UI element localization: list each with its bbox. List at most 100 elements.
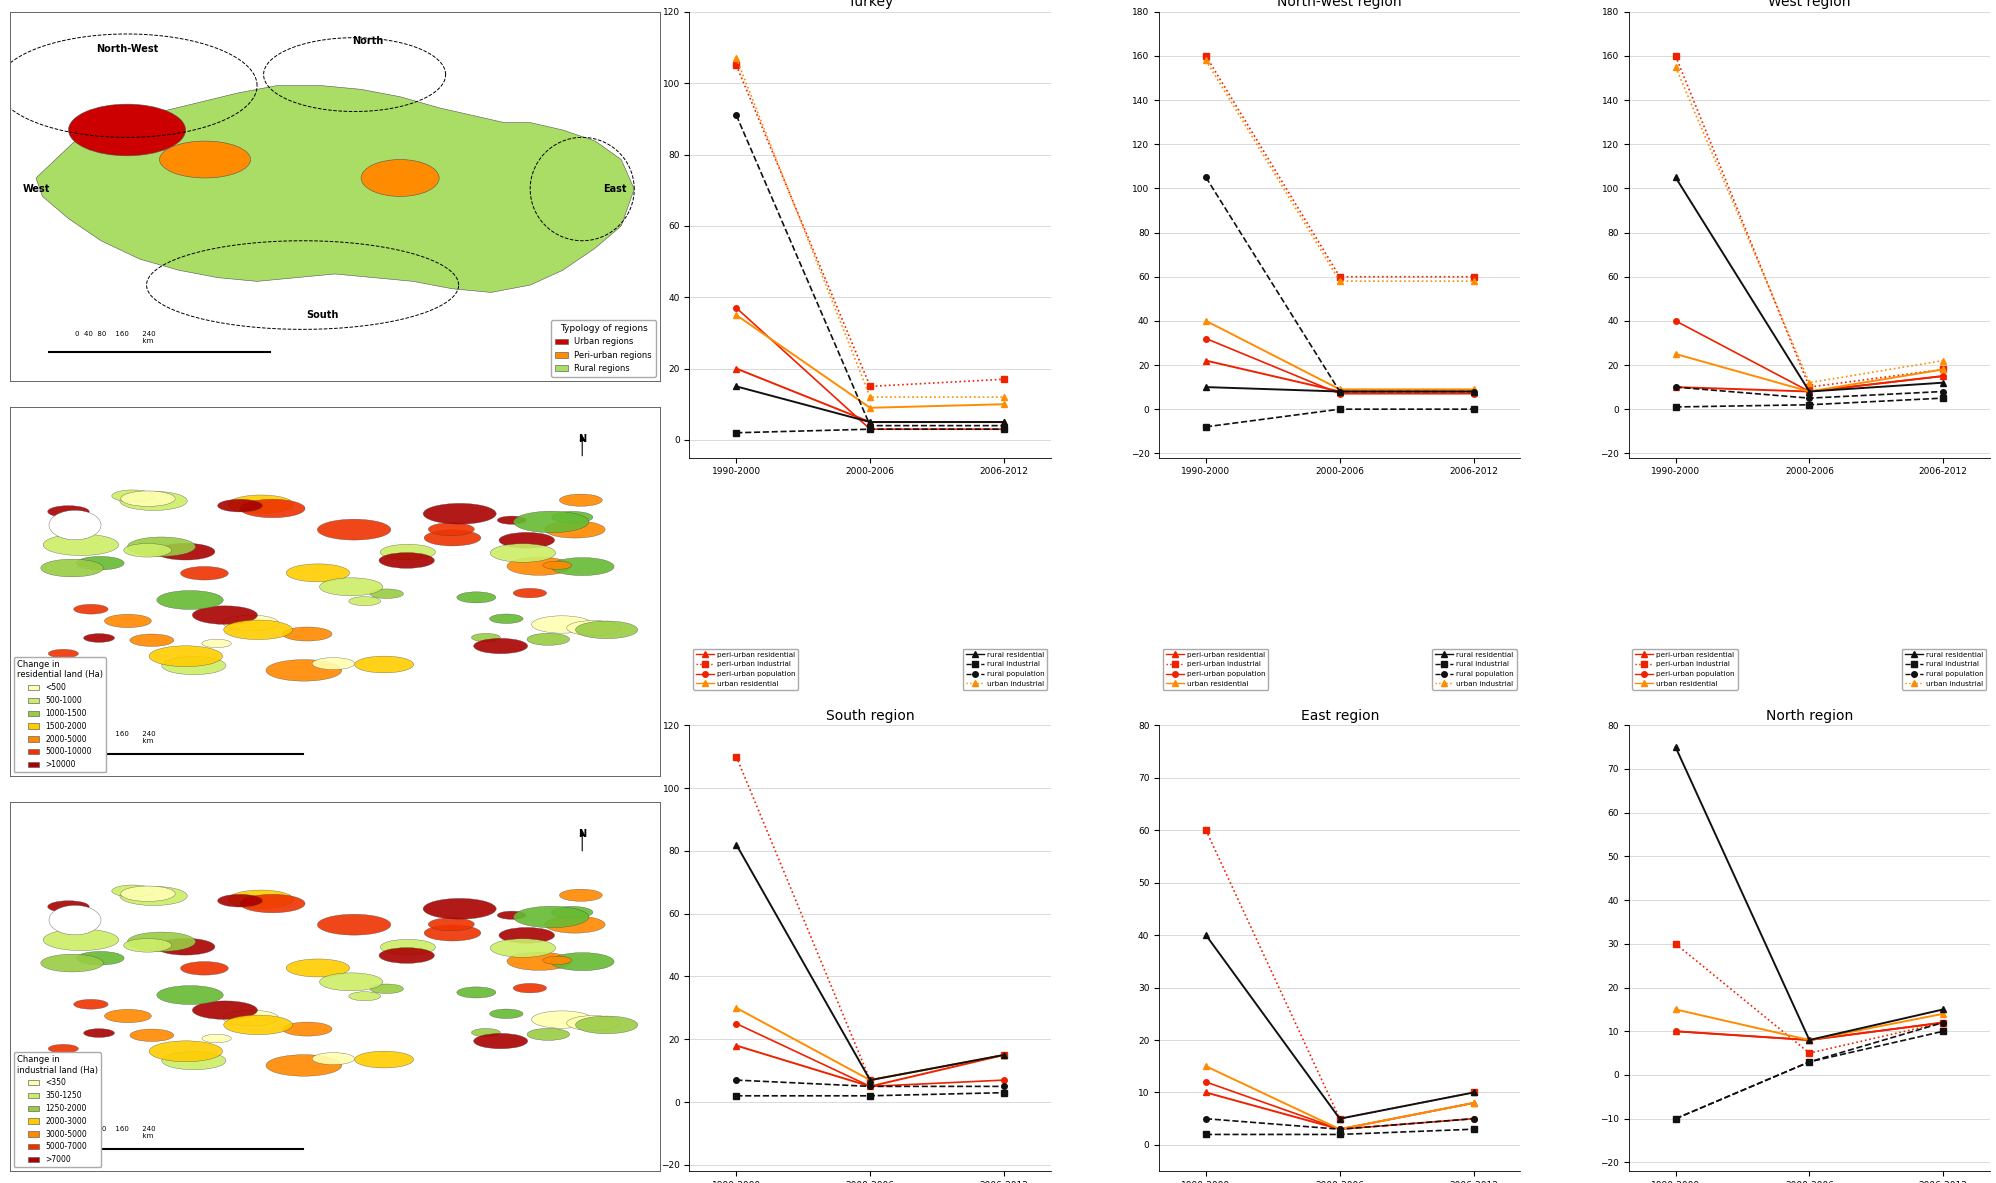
Ellipse shape <box>240 894 305 913</box>
Ellipse shape <box>124 938 172 952</box>
Ellipse shape <box>499 532 555 548</box>
Ellipse shape <box>158 985 224 1004</box>
Ellipse shape <box>156 543 216 560</box>
Text: East: East <box>603 185 627 194</box>
Ellipse shape <box>160 141 251 177</box>
Text: 0  40  80    160      240
                              km: 0 40 80 160 240 km <box>76 731 156 744</box>
Ellipse shape <box>369 984 403 994</box>
Title: North region: North region <box>1766 709 1852 723</box>
Ellipse shape <box>423 530 481 545</box>
Text: 0  40  80    160      240
                              km: 0 40 80 160 240 km <box>76 1126 156 1139</box>
Ellipse shape <box>317 914 391 935</box>
Ellipse shape <box>513 588 547 597</box>
Ellipse shape <box>68 104 186 156</box>
Legend: rural residential, rural industrial, rural population, urban industrial: rural residential, rural industrial, rur… <box>1902 648 1986 690</box>
Ellipse shape <box>567 1015 621 1030</box>
Ellipse shape <box>50 510 102 539</box>
Ellipse shape <box>285 564 349 582</box>
Ellipse shape <box>473 639 527 654</box>
Ellipse shape <box>130 634 174 646</box>
Ellipse shape <box>543 561 573 569</box>
Ellipse shape <box>355 1052 413 1068</box>
Ellipse shape <box>379 552 435 568</box>
Ellipse shape <box>128 932 196 951</box>
Title: West region: West region <box>1768 0 1850 9</box>
Ellipse shape <box>192 606 257 625</box>
Ellipse shape <box>369 589 403 599</box>
Ellipse shape <box>112 885 154 897</box>
Ellipse shape <box>224 1010 279 1026</box>
Ellipse shape <box>575 621 639 639</box>
Ellipse shape <box>381 939 435 955</box>
Ellipse shape <box>218 894 261 907</box>
Ellipse shape <box>156 938 216 955</box>
Ellipse shape <box>120 886 188 905</box>
Ellipse shape <box>50 905 102 935</box>
Ellipse shape <box>128 537 196 556</box>
Ellipse shape <box>74 1000 108 1009</box>
Ellipse shape <box>48 900 90 912</box>
Title: South region: South region <box>826 709 914 723</box>
Ellipse shape <box>120 491 188 511</box>
Text: N: N <box>579 829 587 839</box>
Ellipse shape <box>74 605 108 614</box>
Ellipse shape <box>531 616 593 633</box>
Ellipse shape <box>457 592 495 603</box>
Ellipse shape <box>471 633 501 641</box>
Ellipse shape <box>457 987 495 998</box>
Ellipse shape <box>491 939 555 957</box>
Ellipse shape <box>319 577 383 596</box>
Ellipse shape <box>48 1045 78 1053</box>
Ellipse shape <box>527 1028 569 1040</box>
Legend: <500, 500-1000, 1000-1500, 1500-2000, 2000-5000, 5000-10000, >10000: <500, 500-1000, 1000-1500, 1500-2000, 20… <box>14 657 106 772</box>
Title: Turkey: Turkey <box>848 0 892 9</box>
Ellipse shape <box>489 614 523 623</box>
Legend: <350, 350-1250, 1250-2000, 2000-3000, 3000-5000, 5000-7000, >7000: <350, 350-1250, 1250-2000, 2000-3000, 30… <box>14 1052 102 1168</box>
Ellipse shape <box>513 983 547 993</box>
Ellipse shape <box>228 890 293 909</box>
Ellipse shape <box>44 534 118 556</box>
Ellipse shape <box>283 1022 331 1036</box>
Ellipse shape <box>240 499 305 518</box>
Ellipse shape <box>48 649 78 658</box>
Ellipse shape <box>150 1041 224 1061</box>
Ellipse shape <box>44 929 118 951</box>
Ellipse shape <box>551 906 593 918</box>
Ellipse shape <box>265 660 341 681</box>
Ellipse shape <box>48 505 90 517</box>
Ellipse shape <box>423 504 497 524</box>
Ellipse shape <box>120 491 176 506</box>
Ellipse shape <box>26 1056 80 1072</box>
Ellipse shape <box>76 556 124 570</box>
Ellipse shape <box>471 1028 501 1036</box>
Ellipse shape <box>224 1015 293 1035</box>
Ellipse shape <box>527 633 569 646</box>
Ellipse shape <box>349 991 381 1001</box>
Ellipse shape <box>429 918 475 931</box>
Ellipse shape <box>507 952 571 970</box>
Ellipse shape <box>84 1029 114 1037</box>
Ellipse shape <box>317 519 391 541</box>
Ellipse shape <box>473 1034 527 1049</box>
Ellipse shape <box>124 543 172 557</box>
Text: N: N <box>579 434 587 444</box>
Ellipse shape <box>26 661 80 677</box>
Ellipse shape <box>76 951 124 965</box>
Ellipse shape <box>551 952 615 971</box>
Text: North-West: North-West <box>96 44 158 53</box>
Ellipse shape <box>224 615 279 631</box>
Ellipse shape <box>575 1016 639 1034</box>
Ellipse shape <box>545 521 605 538</box>
Ellipse shape <box>311 658 355 670</box>
Ellipse shape <box>381 544 435 560</box>
Ellipse shape <box>559 890 603 901</box>
Ellipse shape <box>162 1052 226 1069</box>
Ellipse shape <box>497 516 527 524</box>
Ellipse shape <box>491 544 555 562</box>
Ellipse shape <box>162 657 226 674</box>
Ellipse shape <box>40 955 104 972</box>
Ellipse shape <box>40 560 104 577</box>
Text: North: North <box>351 37 383 46</box>
Ellipse shape <box>285 959 349 977</box>
Ellipse shape <box>513 511 589 532</box>
